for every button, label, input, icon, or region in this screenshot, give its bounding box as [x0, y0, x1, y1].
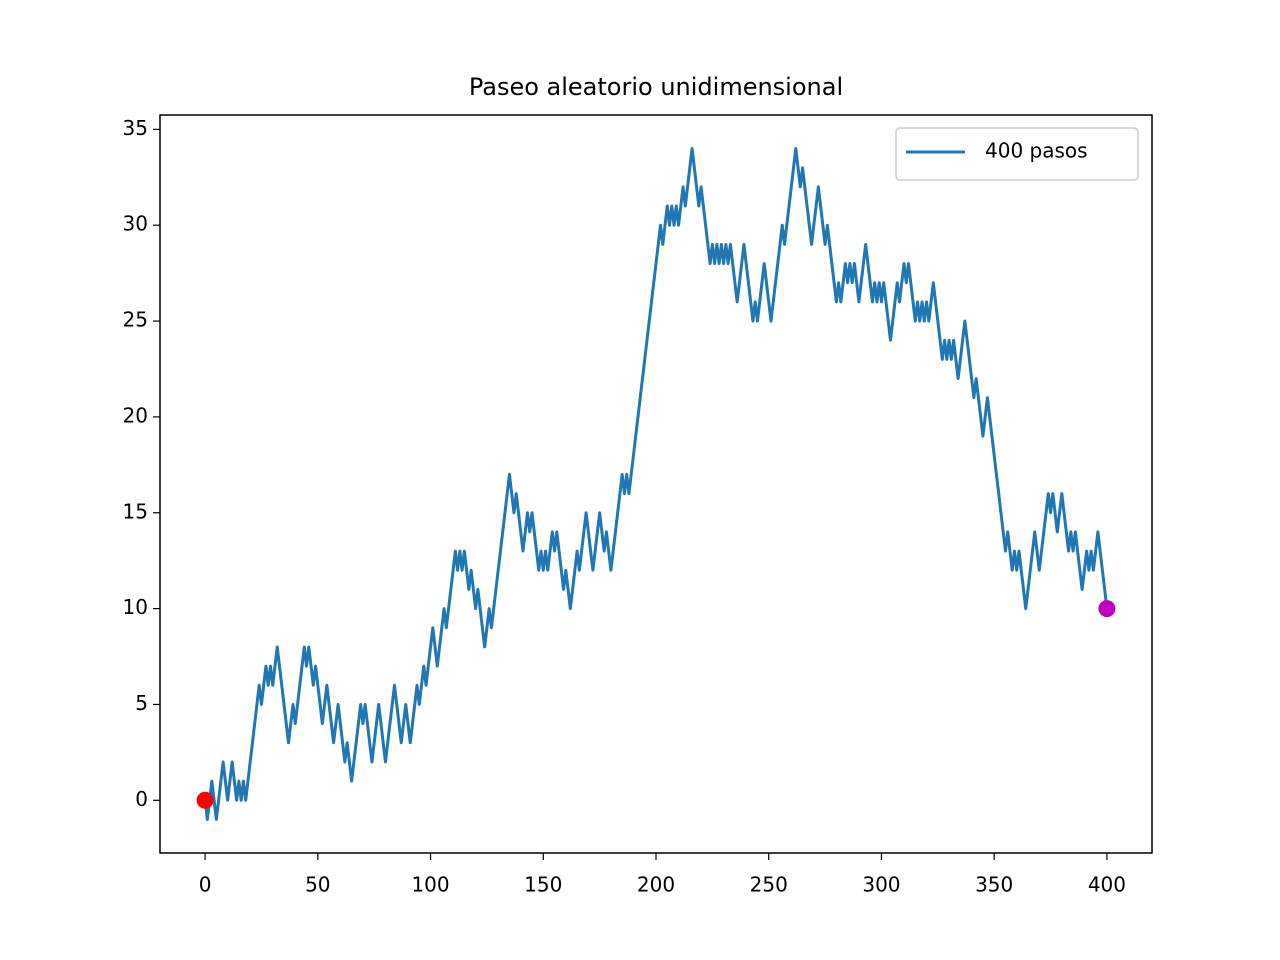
y-tick-label: 10 [123, 595, 148, 619]
x-tick-label: 0 [199, 873, 212, 897]
x-tick-label: 100 [411, 873, 449, 897]
point-marker [1098, 600, 1116, 618]
y-tick-label: 15 [123, 499, 148, 523]
x-tick-label: 350 [975, 873, 1013, 897]
x-tick-label: 50 [305, 873, 330, 897]
chart-title: Paseo aleatorio unidimensional [469, 73, 843, 101]
y-tick-label: 0 [135, 787, 148, 811]
y-tick-label: 30 [123, 212, 148, 236]
x-tick-label: 400 [1088, 873, 1126, 897]
line-series [203, 147, 1109, 821]
y-tick-label: 35 [123, 116, 148, 140]
x-tick-label: 250 [750, 873, 788, 897]
plot-frame [159, 114, 1153, 854]
legend-label: 400 pasos [985, 139, 1088, 163]
x-tick-label: 150 [524, 873, 562, 897]
x-tick-label: 200 [637, 873, 675, 897]
point-marker [196, 791, 214, 809]
legend-box [895, 127, 1139, 181]
y-tick-label: 25 [123, 308, 148, 332]
y-tick-label: 5 [135, 691, 148, 715]
y-tick-label: 20 [123, 403, 148, 427]
x-tick-label: 300 [862, 873, 900, 897]
